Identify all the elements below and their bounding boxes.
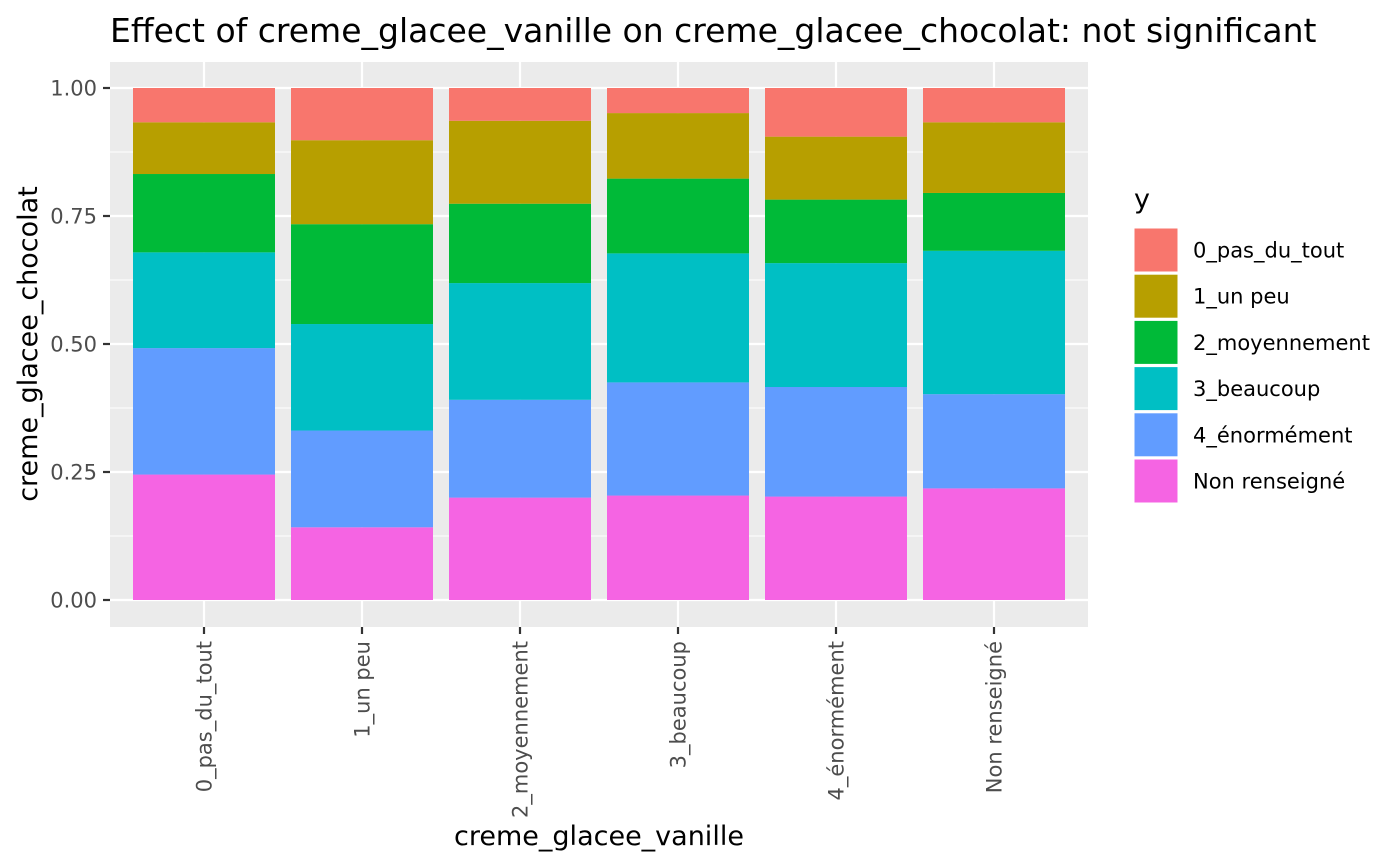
bar-segment-2-moyennement-3-beaucoup — [449, 283, 591, 400]
bars — [133, 88, 1065, 600]
bar-segment-1-un-peu-4-enormement — [291, 430, 433, 528]
legend-key-1-un-peu — [1133, 273, 1179, 319]
bar-segment-0-pas-du-tout-0-pas-du-tout — [133, 88, 275, 123]
bar-segment-non-renseigne-1-un-peu — [923, 122, 1065, 193]
legend-key-0-pas-du-tout — [1133, 227, 1179, 273]
bar-segment-2-moyennement-0-pas-du-tout — [449, 88, 591, 121]
legend-title: y — [1134, 184, 1150, 215]
x-tick-label: 4_énormément — [825, 641, 850, 801]
legend-label-non-renseigne: Non renseigné — [1193, 470, 1345, 494]
y-tick-label: 1.00 — [50, 77, 97, 101]
bar-segment-4-enormement-0-pas-du-tout — [765, 88, 907, 137]
bar-segment-4-enormement-non-renseigne — [765, 496, 907, 600]
bar-segment-3-beaucoup-non-renseigne — [607, 495, 749, 600]
legend-label-0-pas-du-tout: 0_pas_du_tout — [1193, 239, 1344, 264]
y-tick-label: 0.75 — [50, 205, 97, 229]
y-axis: 0.00 0.25 0.50 0.75 1.00 — [50, 77, 110, 613]
bar-segment-non-renseigne-3-beaucoup — [923, 250, 1065, 395]
bar-segment-1-un-peu-non-renseigne — [291, 527, 433, 600]
x-tick-label: 2_moyennement — [509, 641, 534, 818]
bar-segment-2-moyennement-1-un-peu — [449, 120, 591, 204]
bar-segment-non-renseigne-2-moyennement — [923, 192, 1065, 251]
legend-label-3-beaucoup: 3_beaucoup — [1193, 377, 1320, 402]
bar-segment-4-enormement-3-beaucoup — [765, 263, 907, 388]
y-tick-label: 0.50 — [50, 333, 97, 357]
legend-key-4-enormement — [1133, 412, 1179, 458]
bar-segment-non-renseigne-non-renseigne — [923, 488, 1065, 600]
bar-segment-4-enormement-4-enormement — [765, 387, 907, 497]
legend-label-2-moyennement: 2_moyennement — [1193, 331, 1370, 356]
bar-segment-1-un-peu-2-moyennement — [291, 224, 433, 325]
y-tick-label: 0.00 — [50, 589, 97, 613]
x-axis-title: creme_glacee_vanille — [454, 821, 744, 852]
y-tick-label: 0.25 — [50, 461, 97, 485]
legend-label-1-un-peu: 1_un peu — [1193, 285, 1290, 310]
bar-segment-3-beaucoup-0-pas-du-tout — [607, 88, 749, 114]
bar-segment-0-pas-du-tout-non-renseigne — [133, 474, 275, 600]
legend-key-2-moyennement — [1133, 319, 1179, 365]
bar-segment-0-pas-du-tout-4-enormement — [133, 348, 275, 475]
bar-segment-3-beaucoup-3-beaucoup — [607, 253, 749, 383]
x-tick-label: 0_pas_du_tout — [193, 641, 218, 792]
bar-segment-non-renseigne-0-pas-du-tout — [923, 88, 1065, 123]
legend-label-4-enormement: 4_énormément — [1193, 423, 1353, 448]
y-axis-title: creme_glacee_chocolat — [13, 186, 44, 502]
bar-segment-0-pas-du-tout-2-moyennement — [133, 174, 275, 253]
bar-segment-1-un-peu-0-pas-du-tout — [291, 88, 433, 141]
bar-segment-1-un-peu-1-un-peu — [291, 140, 433, 225]
bar-segment-0-pas-du-tout-1-un-peu — [133, 122, 275, 175]
x-tick-label: 1_un peu — [351, 641, 376, 738]
x-axis: 0_pas_du_tout 1_un peu 2_moyennement 3_beau… — [193, 627, 1007, 818]
legend-key-3-beaucoup — [1133, 366, 1179, 412]
bar-segment-non-renseigne-4-enormement — [923, 394, 1065, 489]
x-tick-label: 3_beaucoup — [667, 641, 692, 768]
bar-segment-3-beaucoup-1-un-peu — [607, 113, 749, 179]
bar-segment-3-beaucoup-4-enormement — [607, 382, 749, 496]
legend-key-non-renseigne — [1133, 458, 1179, 504]
legend: y 0_pas_du_tout 1_un peu 2_moyennement 3_be… — [1133, 184, 1370, 504]
bar-segment-4-enormement-2-moyennement — [765, 199, 907, 264]
bar-segment-2-moyennement-2-moyennement — [449, 203, 591, 284]
bar-segment-2-moyennement-4-enormement — [449, 399, 591, 498]
bar-segment-3-beaucoup-2-moyennement — [607, 178, 749, 254]
bar-segment-1-un-peu-3-beaucoup — [291, 324, 433, 431]
chart-title: Effect of creme_glacee_vanille on creme_… — [110, 11, 1316, 50]
x-tick-label: Non renseigné — [983, 641, 1007, 793]
bar-segment-4-enormement-1-un-peu — [765, 136, 907, 200]
bar-segment-0-pas-du-tout-3-beaucoup — [133, 252, 275, 349]
bar-segment-2-moyennement-non-renseigne — [449, 497, 591, 600]
